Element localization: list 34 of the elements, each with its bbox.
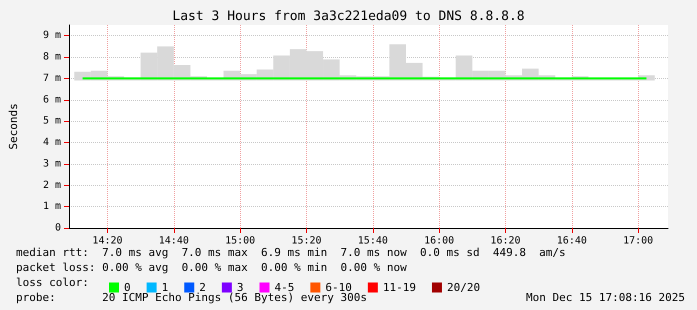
y-tick-label: 3 m: [42, 158, 61, 170]
y-tick-label: 9 m: [42, 30, 61, 42]
text: probe: 20 ICMP Echo Pings (56 Bytes) every 300s: [16, 291, 367, 304]
y-tick-label: 7 m: [42, 72, 61, 84]
legend-title: loss color:: [16, 276, 89, 289]
x-tick-label: 16:20: [490, 236, 521, 246]
text: packet loss: 0.00 % avg 0.00 % max 0.00 % min 0.00 % now: [16, 261, 408, 274]
x-tick-label: 16:40: [556, 236, 587, 246]
legend-label: 6-10: [325, 281, 352, 294]
y-tick-label: 0: [54, 222, 61, 234]
y-tick-label: 4 m: [42, 137, 61, 148]
legend-label: 3: [236, 281, 244, 294]
y-tick-label: 8 m: [42, 52, 61, 63]
legend-label: 0: [124, 281, 131, 294]
y-tick-label: 2 m: [42, 180, 61, 191]
x-tick-label: 15:40: [358, 236, 388, 246]
legend-label: 4-5: [274, 281, 294, 294]
x-tick-label: 14:20: [92, 236, 123, 246]
chart-title: Last 3 Hours from 3a3c221eda09 to DNS 8.8.8.8: [172, 9, 525, 24]
y-tick-label: 5 m: [42, 116, 61, 127]
y-tick-label: 6 m: [42, 94, 61, 106]
text: Mon Dec 15 17:08:16 2025: [526, 291, 686, 304]
x-tick-label: 15:00: [225, 236, 256, 246]
legend-label: 2: [199, 281, 206, 294]
y-tick-label: 1 m: [42, 201, 61, 212]
legend-label: 11-19: [382, 281, 416, 294]
legend-label: 1: [162, 281, 168, 294]
text: median rtt: 7.0 ms avg 7.0 ms max 6.9 ms min 7.0 ms now 0.0 ms sd 449.8 am/s: [16, 246, 566, 259]
legend-label: 20/20: [446, 281, 480, 294]
x-tick-label: 17:00: [623, 236, 654, 246]
x-tick-label: 16:00: [424, 236, 454, 246]
x-tick-label: 15:20: [291, 236, 322, 246]
y-axis-title: Seconds: [7, 103, 20, 150]
x-tick-label: 14:40: [158, 236, 189, 246]
